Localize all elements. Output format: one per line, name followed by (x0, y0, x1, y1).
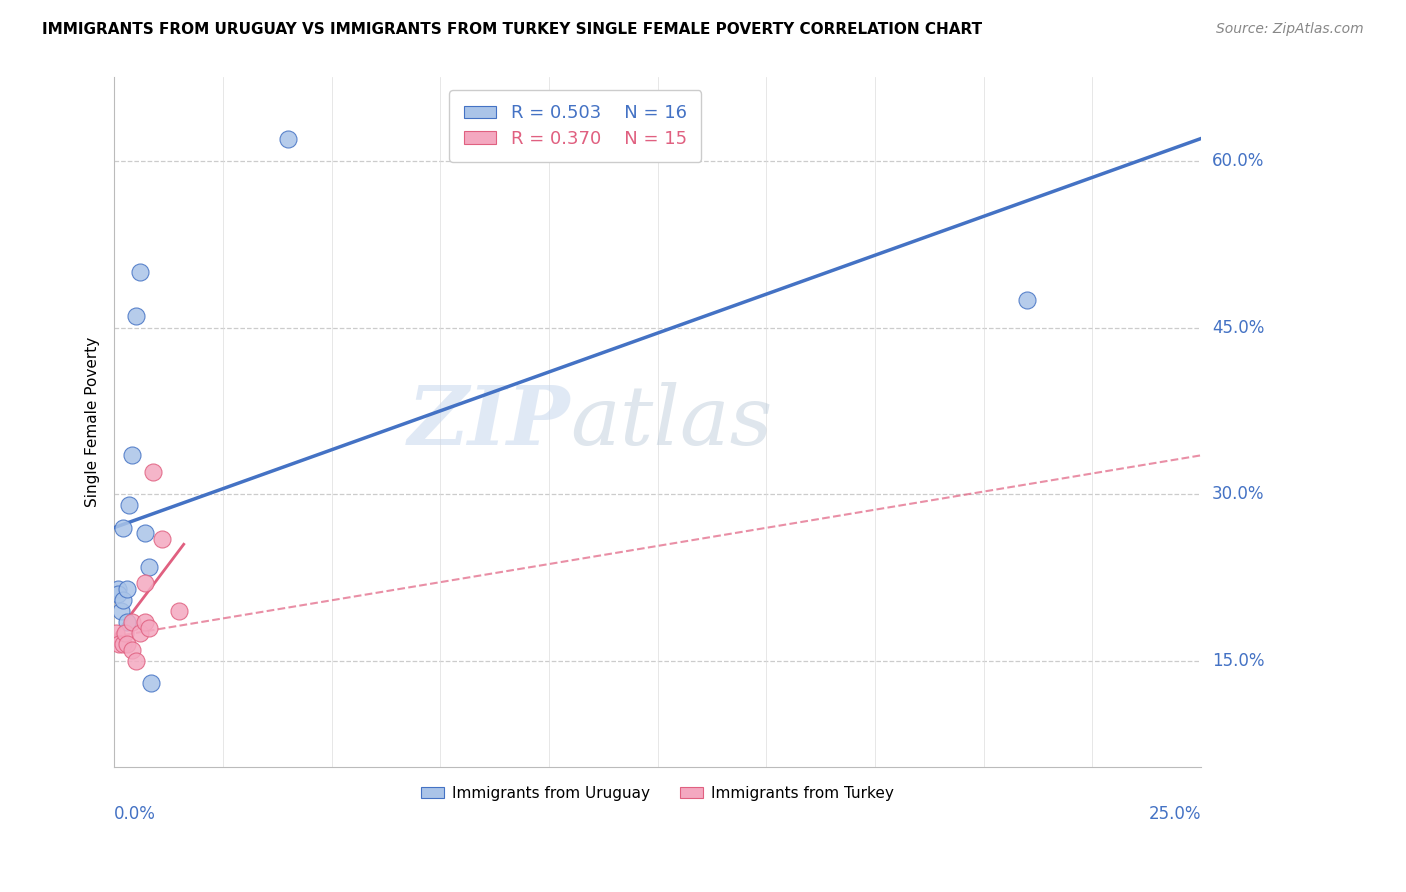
Point (107, 582, 129, 596)
Text: 45.0%: 45.0% (1212, 318, 1264, 336)
Point (107, 587, 129, 601)
Point (125, 654, 148, 668)
Point (277, 131, 299, 145)
Text: IMMIGRANTS FROM URUGUAY VS IMMIGRANTS FROM TURKEY SINGLE FEMALE POVERTY CORRELAT: IMMIGRANTS FROM URUGUAY VS IMMIGRANTS FR… (42, 22, 983, 37)
Point (138, 621, 160, 635)
Point (169, 604, 191, 618)
Y-axis label: Single Female Poverty: Single Female Poverty (86, 337, 100, 508)
Point (125, 310, 148, 324)
Point (150, 532, 173, 546)
Point (105, 626, 128, 640)
Point (111, 637, 134, 651)
Point (139, 676, 162, 690)
Point (110, 604, 132, 618)
Text: 30.0%: 30.0% (1212, 485, 1264, 503)
Text: 60.0%: 60.0% (1212, 152, 1264, 169)
Text: 0.0%: 0.0% (114, 805, 156, 823)
Point (142, 465, 165, 479)
Point (121, 615, 143, 629)
Point (107, 637, 129, 651)
Point (118, 499, 141, 513)
Text: 15.0%: 15.0% (1212, 652, 1264, 670)
Point (115, 615, 138, 629)
Point (134, 526, 156, 541)
Point (111, 520, 134, 534)
Point (111, 592, 134, 607)
Point (138, 559, 160, 574)
Text: 25.0%: 25.0% (1149, 805, 1201, 823)
Point (129, 626, 152, 640)
Point (115, 582, 138, 596)
Text: atlas: atlas (571, 382, 773, 462)
Point (115, 637, 138, 651)
Text: Source: ZipAtlas.com: Source: ZipAtlas.com (1216, 22, 1364, 37)
Point (129, 265, 152, 279)
Point (1015, 293, 1038, 307)
Text: ZIP: ZIP (408, 382, 571, 462)
Legend: Immigrants from Uruguay, Immigrants from Turkey: Immigrants from Uruguay, Immigrants from… (415, 780, 900, 807)
Point (121, 448, 143, 462)
Point (134, 576, 156, 591)
Point (114, 626, 136, 640)
Point (134, 615, 156, 629)
Point (121, 643, 143, 657)
